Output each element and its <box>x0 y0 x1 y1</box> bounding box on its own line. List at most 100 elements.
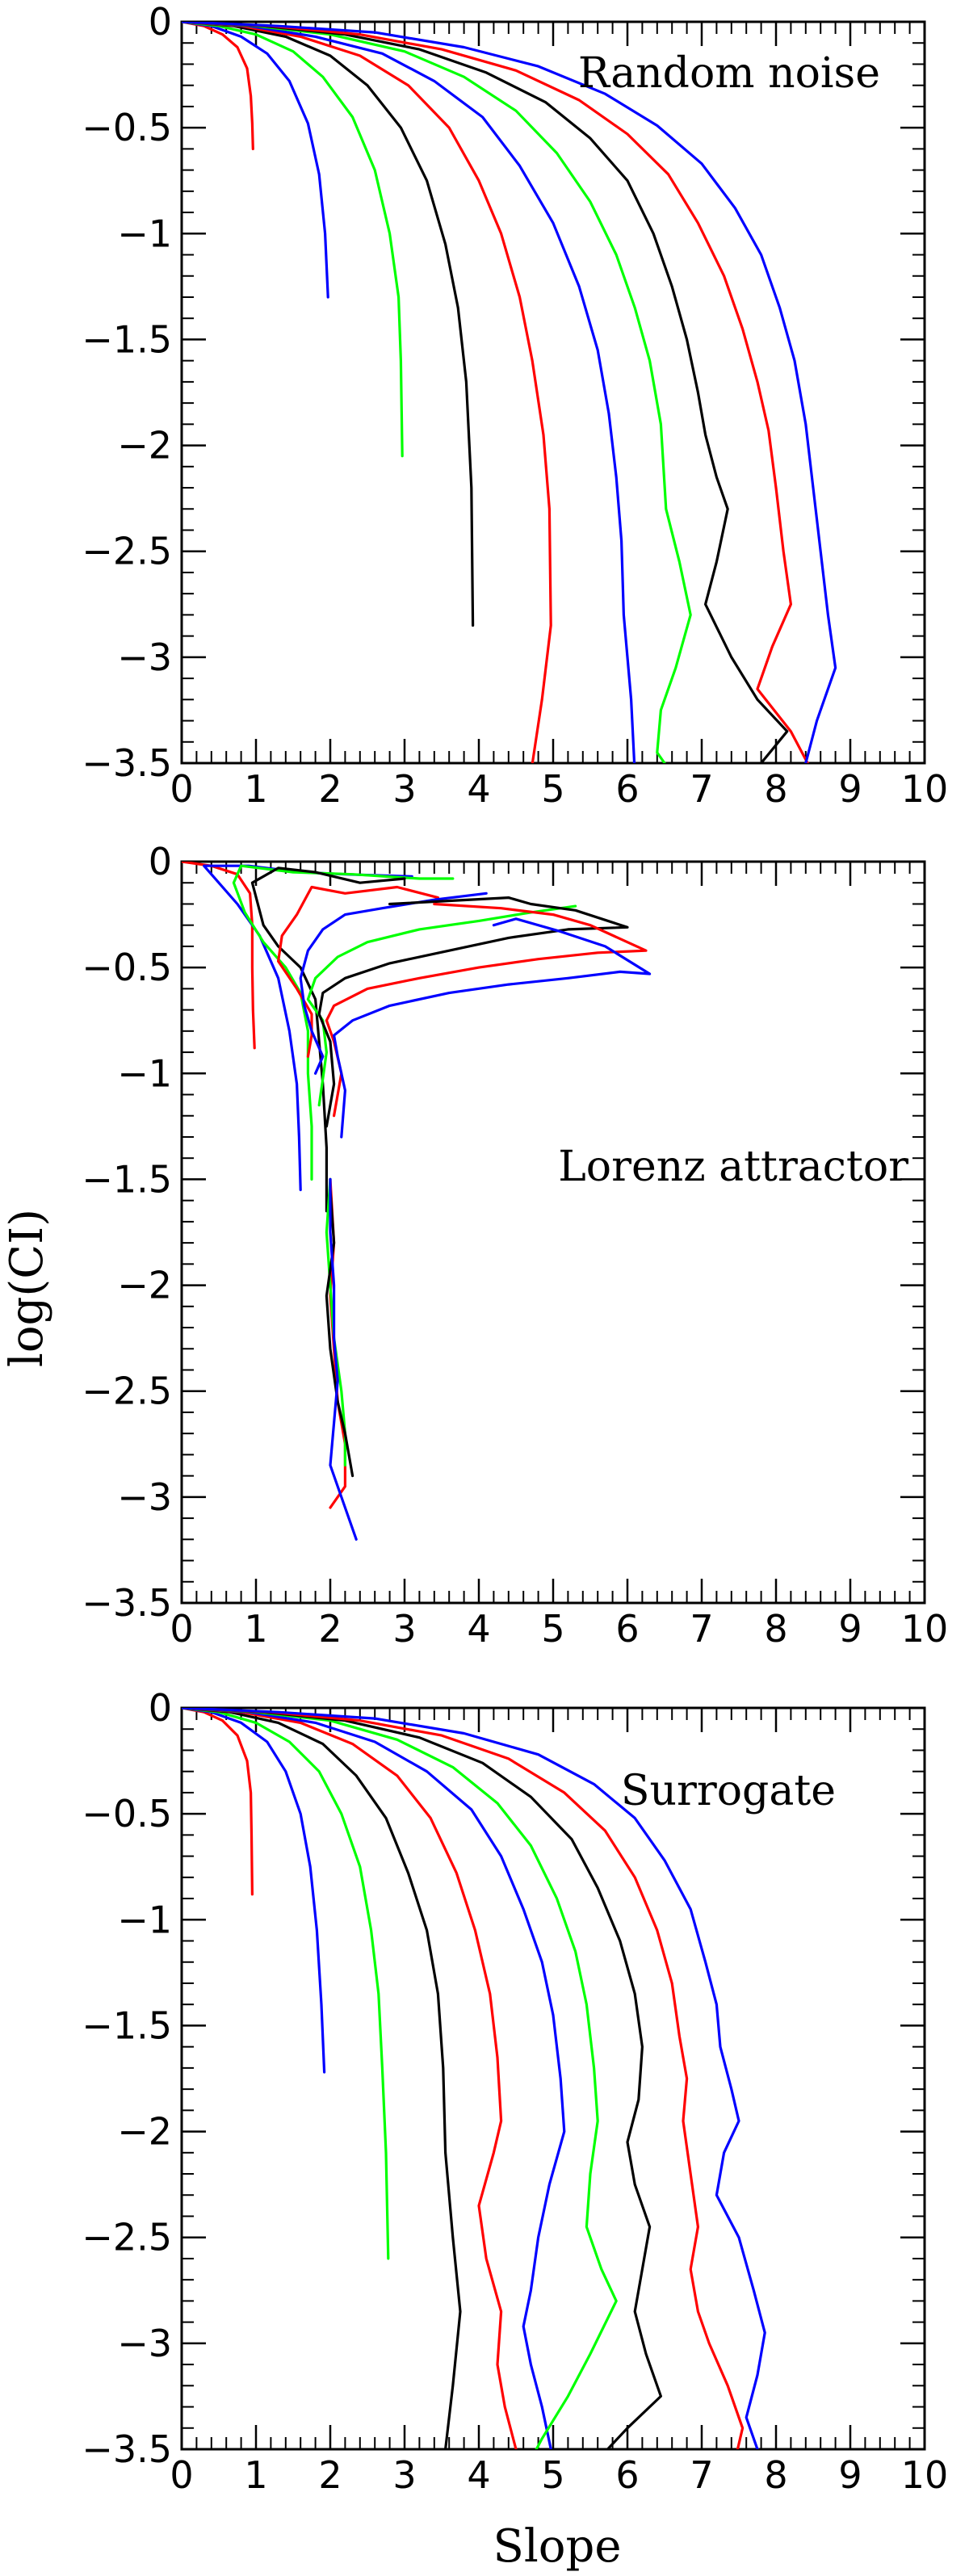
x-tick-label: 6 <box>615 2453 639 2497</box>
panel-annotation: Random noise <box>578 49 880 98</box>
series-line <box>277 885 439 1058</box>
y-tick-label: −3 <box>117 636 172 679</box>
series-line <box>182 1708 662 2449</box>
y-tick-label: −1 <box>117 1051 172 1095</box>
plot-frame <box>180 860 926 1605</box>
x-tick-label: 3 <box>392 2453 416 2497</box>
panel-annotation: Lorenz attractor <box>558 1143 908 1191</box>
series-line <box>329 1177 358 1541</box>
y-tick-label: 0 <box>149 0 172 44</box>
panel-annotation: Surrogate <box>621 1767 836 1815</box>
x-tick-label: 1 <box>244 767 267 811</box>
y-tick-label: −2 <box>117 424 172 468</box>
x-tick-label: 9 <box>838 767 862 811</box>
x-tick-label: 7 <box>690 2453 713 2497</box>
y-tick-label: −3.5 <box>82 1581 172 1625</box>
x-tick-label: 7 <box>690 1607 713 1651</box>
series-group <box>182 1708 766 2449</box>
series-line <box>182 22 789 763</box>
y-tick-label: 0 <box>149 840 172 883</box>
y-tick-label: −3.5 <box>82 2427 172 2471</box>
series-line <box>182 22 404 458</box>
series-line <box>333 917 652 1139</box>
series-line <box>182 1708 618 2449</box>
y-tick-label: −2 <box>117 2110 172 2154</box>
x-tick-label: 5 <box>541 767 564 811</box>
series-line <box>182 1708 566 2449</box>
series-line <box>182 1708 326 2074</box>
x-tick-label: 10 <box>901 767 949 811</box>
x-tick-label: 10 <box>901 2453 949 2497</box>
x-tick-label: 2 <box>318 2453 342 2497</box>
x-tick-label: 5 <box>541 1607 564 1651</box>
x-tick-label: 9 <box>838 2453 862 2497</box>
series-line <box>182 22 475 627</box>
x-tick-label: 4 <box>467 2453 490 2497</box>
x-tick-label: 2 <box>318 1607 342 1651</box>
panel-random-noise: 0 1 2 3 4 5 6 7 8 9 10 0 −0.5 −1 −1.5 −2 −2.5 −3 −3.5 Rando… <box>82 0 948 811</box>
x-tick-label: 4 <box>467 1607 490 1651</box>
series-line <box>182 1708 518 2449</box>
series-line <box>182 22 809 763</box>
y-tick-label: 0 <box>149 1686 172 1730</box>
x-tick-label: 1 <box>244 2453 267 2497</box>
series-line <box>182 22 636 763</box>
y-tick-label: −1.5 <box>82 1157 172 1201</box>
y-tick-label: −1 <box>117 1898 172 1941</box>
x-tick-label: 0 <box>170 767 193 811</box>
x-tick-label: 8 <box>764 767 787 811</box>
series-line <box>317 896 629 1128</box>
x-tick-label: 3 <box>392 767 416 811</box>
y-tick-label: −0.5 <box>82 106 172 149</box>
y-tick-label: −2.5 <box>82 1370 172 1413</box>
x-tick-label: 10 <box>901 1607 949 1651</box>
series-line <box>232 864 455 1181</box>
series-line <box>182 1708 766 2449</box>
series-line <box>182 862 256 1050</box>
x-tick-label: 8 <box>764 1607 787 1651</box>
plot-frame <box>180 20 926 765</box>
y-axis-title: log(CI) <box>1 1209 53 1367</box>
series-line <box>182 22 329 299</box>
y-tick-label: −1.5 <box>82 317 172 361</box>
series-line <box>182 1708 462 2449</box>
x-tick-label: 2 <box>318 767 342 811</box>
y-tick-label: −3 <box>117 1475 172 1519</box>
series-line <box>182 22 254 150</box>
x-tick-label: 6 <box>615 767 639 811</box>
x-axis-title: Slope <box>493 2520 622 2573</box>
y-tick-label: −2 <box>117 1264 172 1307</box>
series-line <box>306 904 577 1107</box>
x-tick-label: 1 <box>244 1607 267 1651</box>
series-line <box>182 22 837 763</box>
x-tick-label: 6 <box>615 1607 639 1651</box>
series-group <box>182 22 837 763</box>
panel-surrogate: 0 1 2 3 4 5 6 7 8 9 10 0 −0.5 −1 −1.5 −2 −2.5 −3 −3.5 Surro… <box>82 1686 948 2497</box>
series-group <box>182 862 652 1541</box>
x-tick-label: 5 <box>541 2453 564 2497</box>
series-line <box>182 1708 745 2449</box>
series-line <box>299 892 488 1075</box>
x-tick-label: 9 <box>838 1607 862 1651</box>
x-tick-label: 3 <box>392 1607 416 1651</box>
y-tick-label: −3 <box>117 2322 172 2365</box>
y-tick-label: −2.5 <box>82 2216 172 2259</box>
panel-lorenz-attractor: 0 1 2 3 4 5 6 7 8 9 10 0 −0.5 −1 −1.5 −2 −2.5 −3 −3.5 Loren… <box>82 840 948 1651</box>
series-line <box>325 1188 354 1478</box>
x-tick-label: 7 <box>690 767 713 811</box>
y-tick-label: −1.5 <box>82 2003 172 2047</box>
series-line <box>182 1708 254 1896</box>
y-tick-label: −2.5 <box>82 530 172 573</box>
series-line <box>182 22 692 763</box>
x-tick-label: 0 <box>170 1607 193 1651</box>
y-tick-label: −3.5 <box>82 741 172 785</box>
x-tick-label: 0 <box>170 2453 193 2497</box>
y-tick-label: −0.5 <box>82 946 172 989</box>
series-line <box>182 1708 390 2260</box>
y-tick-label: −0.5 <box>82 1792 172 1836</box>
y-tick-label: −1 <box>117 212 172 255</box>
x-tick-label: 4 <box>467 767 490 811</box>
series-line <box>182 22 552 763</box>
series-line <box>325 902 648 1118</box>
